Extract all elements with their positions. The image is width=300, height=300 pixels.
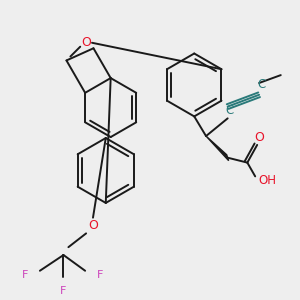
Text: O: O (81, 36, 91, 49)
Text: C: C (257, 79, 265, 92)
Text: O: O (254, 130, 264, 144)
Text: F: F (60, 286, 67, 296)
Text: F: F (22, 270, 28, 280)
Text: C: C (226, 104, 234, 117)
Polygon shape (206, 136, 229, 161)
Text: O: O (88, 219, 98, 232)
Text: F: F (97, 270, 103, 280)
Text: OH: OH (258, 174, 276, 187)
